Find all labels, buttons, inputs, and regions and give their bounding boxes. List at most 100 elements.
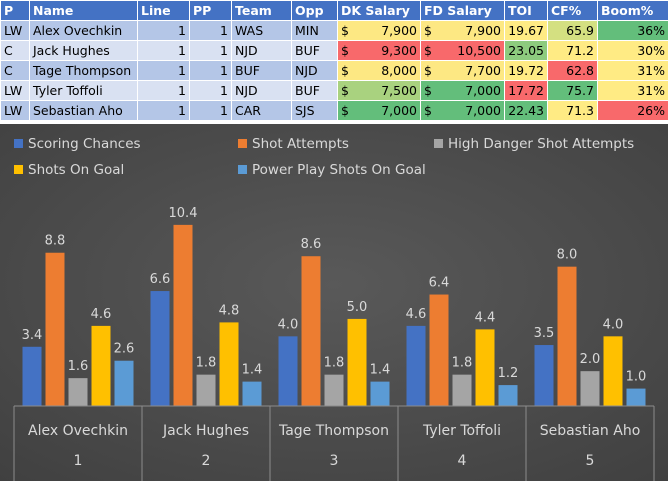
data-label: 4.8: [219, 303, 240, 318]
cell-toi: 22.43: [504, 100, 548, 121]
bar-high-danger-shot-attempts[interactable]: [196, 374, 216, 406]
table-row[interactable]: LW Tyler Toffoli 1 1 NJD BUF $7,500 $7,000 17.72…: [0, 80, 668, 101]
x-tick-index: 2: [202, 453, 211, 469]
data-label: 8.0: [557, 248, 578, 263]
data-label: 1.6: [68, 359, 89, 374]
cell-pp: 1: [189, 80, 232, 101]
data-label: 1.2: [498, 366, 519, 381]
bar-scoring-chances[interactable]: [22, 346, 42, 406]
bar-shot-attempts[interactable]: [45, 252, 65, 406]
bar-power-play-shots-on-goal[interactable]: [114, 360, 134, 406]
bar-shots-on-goal[interactable]: [603, 336, 623, 406]
col-header-toi[interactable]: TOI: [504, 0, 548, 21]
x-tick-index: 4: [458, 453, 467, 469]
cell-toi: 19.72: [504, 60, 548, 81]
cell-line: 1: [137, 100, 190, 121]
legend-label[interactable]: Shots On Goal: [28, 162, 124, 178]
currency-symbol: $: [341, 23, 349, 38]
currency-symbol: $: [424, 83, 432, 98]
col-header-team[interactable]: Team: [231, 0, 292, 21]
bar-shot-attempts[interactable]: [301, 256, 321, 406]
currency-symbol: $: [341, 83, 349, 98]
col-header-line[interactable]: Line: [137, 0, 190, 21]
bar-shots-on-goal[interactable]: [475, 329, 495, 406]
cell-dk-salary: $8,000: [337, 60, 421, 81]
bar-power-play-shots-on-goal[interactable]: [626, 388, 646, 406]
data-label: 2.0: [580, 352, 601, 367]
cell-pp: 1: [189, 20, 232, 41]
col-header-fd-salary[interactable]: FD Salary: [420, 0, 505, 21]
cell-team: WAS: [231, 20, 292, 41]
col-header-dk-salary[interactable]: DK Salary: [337, 0, 421, 21]
data-label: 4.6: [91, 307, 112, 322]
legend-label[interactable]: Power Play Shots On Goal: [252, 162, 426, 178]
cell-dk-salary: $7,000: [337, 100, 421, 121]
bar-shots-on-goal[interactable]: [347, 318, 367, 406]
bar-high-danger-shot-attempts[interactable]: [324, 374, 344, 406]
legend-label[interactable]: Scoring Chances: [28, 136, 141, 152]
col-header-p[interactable]: P: [0, 0, 30, 21]
cell-pp: 1: [189, 100, 232, 121]
col-header-pp[interactable]: PP: [189, 0, 232, 21]
data-label: 1.4: [242, 363, 263, 378]
salary-value: 7,000: [381, 103, 417, 118]
bar-scoring-chances[interactable]: [406, 325, 426, 406]
cell-boom: 30%: [597, 40, 668, 61]
bar-scoring-chances[interactable]: [150, 291, 170, 406]
salary-value: 7,000: [465, 83, 501, 98]
bar-high-danger-shot-attempts[interactable]: [68, 378, 88, 406]
cell-position: C: [0, 40, 30, 61]
cell-boom: 36%: [597, 20, 668, 41]
bar-power-play-shots-on-goal[interactable]: [370, 381, 390, 406]
x-tick-label: Tyler Toffoli: [422, 423, 501, 439]
cell-pp: 1: [189, 60, 232, 81]
data-label: 4.4: [475, 310, 496, 325]
data-label: 1.4: [370, 363, 391, 378]
bar-power-play-shots-on-goal[interactable]: [242, 381, 262, 406]
bar-shot-attempts[interactable]: [173, 224, 193, 406]
table-row[interactable]: LW Alex Ovechkin 1 1 WAS MIN $7,900 $7,900 19.67…: [0, 20, 668, 41]
cell-opp: SJS: [291, 100, 338, 121]
table-row[interactable]: LW Sebastian Aho 1 1 CAR SJS $7,000 $7,000 22.43…: [0, 100, 668, 121]
bar-shots-on-goal[interactable]: [91, 325, 111, 406]
legend-label[interactable]: High Danger Shot Attempts: [448, 136, 634, 152]
cell-name: Alex Ovechkin: [29, 20, 138, 41]
cell-name: Jack Hughes: [29, 40, 138, 61]
bar-high-danger-shot-attempts[interactable]: [580, 371, 600, 406]
cell-name: Sebastian Aho: [29, 100, 138, 121]
salary-value: 7,900: [381, 23, 417, 38]
cell-opp: BUF: [291, 80, 338, 101]
col-header-cf[interactable]: CF%: [547, 0, 598, 21]
bar-shot-attempts[interactable]: [429, 294, 449, 406]
bar-shots-on-goal[interactable]: [219, 322, 239, 406]
data-label: 2.6: [114, 342, 135, 357]
table-header-row: P Name Line PP Team Opp DK Salary FD Sal…: [0, 0, 668, 21]
table-row[interactable]: C Jack Hughes 1 1 NJD BUF $9,300 $10,500 23.05 71…: [0, 40, 668, 61]
data-label: 1.8: [452, 356, 473, 371]
legend-swatch: [434, 139, 443, 148]
bar-shot-attempts[interactable]: [557, 266, 577, 406]
cell-opp: BUF: [291, 40, 338, 61]
cell-dk-salary: $7,900: [337, 20, 421, 41]
col-header-name[interactable]: Name: [29, 0, 138, 21]
cell-name: Tyler Toffoli: [29, 80, 138, 101]
currency-symbol: $: [424, 103, 432, 118]
data-label: 4.0: [278, 317, 299, 332]
table-row[interactable]: C Tage Thompson 1 1 BUF NJD $8,000 $7,700 19.72 6…: [0, 60, 668, 81]
cell-dk-salary: $9,300: [337, 40, 421, 61]
col-header-opp[interactable]: Opp: [291, 0, 338, 21]
bar-high-danger-shot-attempts[interactable]: [452, 374, 472, 406]
bar-power-play-shots-on-goal[interactable]: [498, 385, 518, 406]
bar-scoring-chances[interactable]: [278, 336, 298, 406]
cell-pp: 1: [189, 40, 232, 61]
col-header-boom[interactable]: Boom%: [597, 0, 668, 21]
cell-fd-salary: $7,000: [420, 80, 505, 101]
legend-label[interactable]: Shot Attempts: [252, 136, 349, 152]
data-label: 3.4: [22, 328, 43, 343]
currency-symbol: $: [424, 63, 432, 78]
salary-value: 9,300: [381, 43, 417, 58]
cell-position: C: [0, 60, 30, 81]
bar-scoring-chances[interactable]: [534, 345, 554, 406]
currency-symbol: $: [341, 63, 349, 78]
data-label: 3.5: [534, 326, 555, 341]
